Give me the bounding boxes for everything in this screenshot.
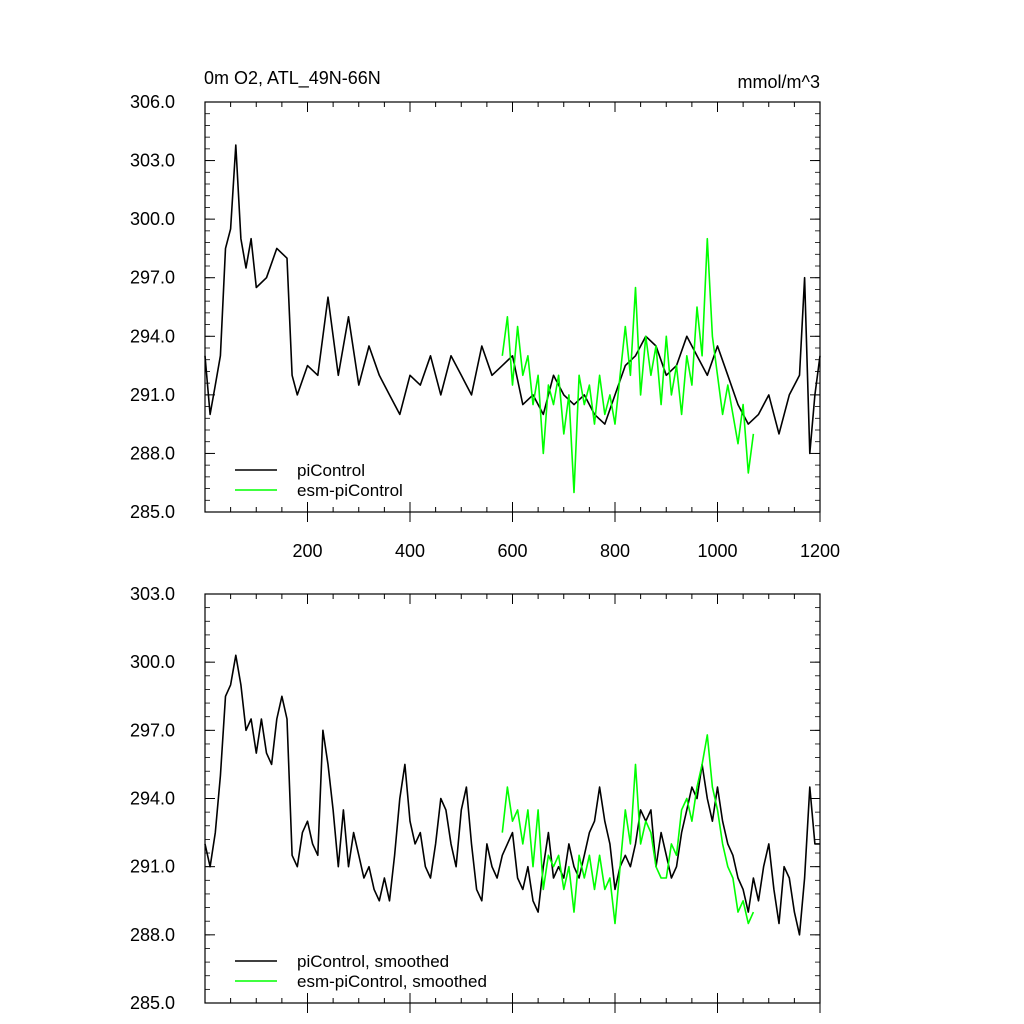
y-tick-label: 297.0 [130, 268, 175, 288]
y-tick-label: 294.0 [130, 326, 175, 346]
y-tick-label: 300.0 [130, 209, 175, 229]
bottom-panel: 303.0 300.0 297.0 294.0 291.0 288.0 285.0 piCon… [130, 584, 821, 1013]
series-line-1 [501, 237, 755, 494]
units-label: mmol/m^3 [738, 72, 820, 92]
x-tick-label: 400 [395, 541, 425, 561]
y-tick-label: 288.0 [130, 443, 175, 463]
legend-label: esm-piControl [297, 481, 403, 500]
plot-frame [204, 101, 821, 513]
series-line-0 [204, 144, 821, 455]
y-tick-label: 285.0 [130, 502, 175, 522]
y-tick-label: 291.0 [130, 385, 175, 405]
x-tick-label: 200 [292, 541, 322, 561]
y-tick-label: 297.0 [130, 720, 175, 740]
y-tick-label: 285.0 [130, 993, 175, 1013]
y-tick-label: 288.0 [130, 925, 175, 945]
chart-title: 0m O2, ATL_49N-66N [204, 68, 381, 89]
plot-frame [204, 593, 821, 1004]
series-line-1 [501, 734, 755, 925]
y-tick-label: 291.0 [130, 857, 175, 877]
y-tick-label: 300.0 [130, 652, 175, 672]
x-tick-label: 1200 [800, 541, 840, 561]
y-tick-label: 306.0 [130, 92, 175, 112]
x-tick-label: 600 [497, 541, 527, 561]
legend-label: piControl, smoothed [297, 952, 449, 971]
y-tick-label: 303.0 [130, 151, 175, 171]
x-tick-label: 800 [600, 541, 630, 561]
legend-label: esm-piControl, smoothed [297, 972, 487, 991]
legend-label: piControl [297, 461, 365, 480]
y-tick-label: 294.0 [130, 789, 175, 809]
y-tick-label: 303.0 [130, 584, 175, 604]
series-line-0 [204, 654, 820, 936]
x-tick-label: 1000 [697, 541, 737, 561]
top-panel: 306.0 303.0 300.0 297.0 294.0 291.0 288.0 285.0… [130, 92, 840, 561]
